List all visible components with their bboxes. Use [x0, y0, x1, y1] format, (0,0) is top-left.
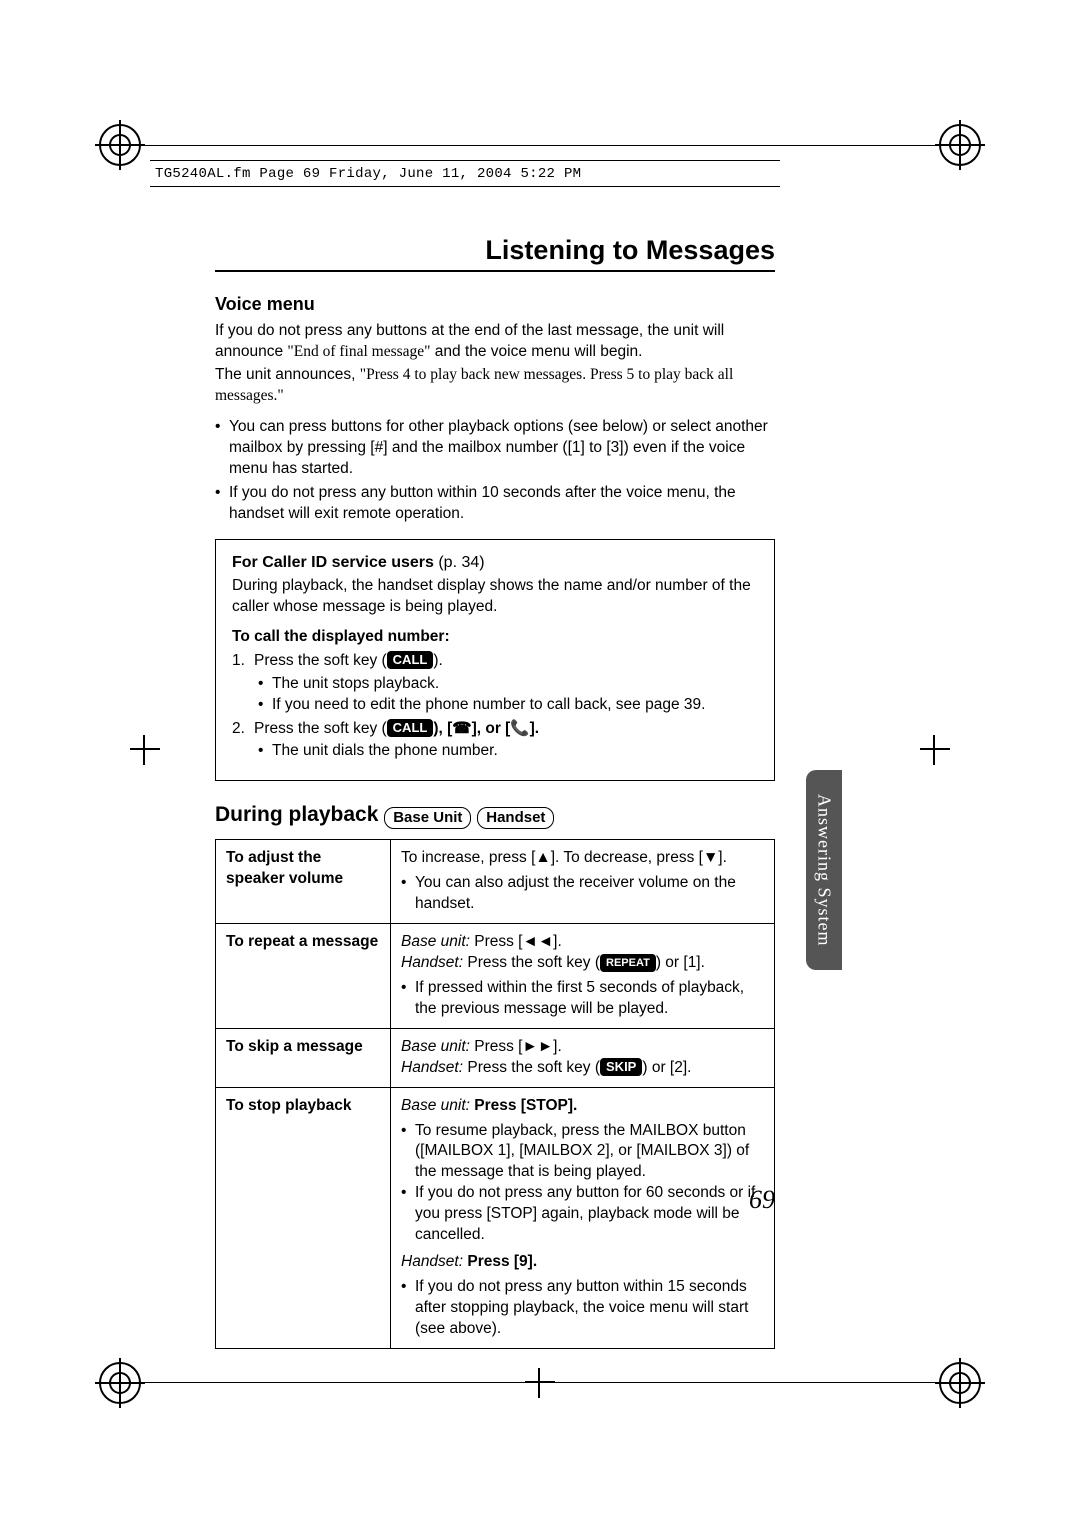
page-title: Listening to Messages	[215, 235, 775, 272]
step: Press the soft key (CALL), [☎], or [📞]. …	[232, 718, 758, 763]
crop-line	[115, 145, 965, 146]
cross-mark-icon	[130, 735, 160, 765]
table-row: To skip a message Base unit: Press [►►].…	[216, 1028, 775, 1087]
step: Press the soft key (CALL). The unit stop…	[232, 650, 758, 716]
row-label: To skip a message	[216, 1028, 391, 1087]
text: (p. 34)	[434, 554, 485, 571]
row-label: To stop playback	[216, 1087, 391, 1348]
text: To increase, press [▲]. To decrease, pre…	[401, 849, 727, 866]
text: Press [◄◄].	[470, 933, 562, 950]
row-value: Base unit: Press [STOP]. To resume playb…	[391, 1087, 775, 1348]
bullet: You can also adjust the receiver volume …	[401, 873, 764, 915]
header-rule	[150, 160, 780, 161]
header-text: TG5240AL.fm Page 69 Friday, June 11, 200…	[155, 166, 581, 182]
sub-bullet: The unit dials the phone number.	[258, 741, 758, 762]
bullet: You can press buttons for other playback…	[215, 417, 775, 480]
text: Base unit:	[401, 1038, 470, 1055]
section-tab-label: Answering System	[814, 794, 835, 947]
sub-bullet: If you need to edit the phone number to …	[258, 695, 758, 716]
text: Handset:	[401, 1059, 463, 1076]
device-pill: Handset	[477, 807, 554, 829]
text-quote: "End of final message"	[287, 343, 430, 360]
caller-id-box: For Caller ID service users (p. 34) Duri…	[215, 539, 775, 781]
softkey-pill: SKIP	[600, 1058, 642, 1076]
voice-menu-bullets: You can press buttons for other playback…	[215, 417, 775, 526]
text: Press the soft key (	[254, 652, 387, 669]
row-value: To increase, press [▲]. To decrease, pre…	[391, 840, 775, 924]
voice-menu-body: If you do not press any buttons at the e…	[215, 321, 775, 407]
row-value: Base unit: Press [◄◄]. Handset: Press th…	[391, 924, 775, 1029]
page-number: 69	[749, 1185, 775, 1215]
text: Press the soft key (	[463, 954, 600, 971]
row-label: To repeat a message	[216, 924, 391, 1029]
section-tab: Answering System	[806, 770, 842, 970]
text: ).	[433, 652, 442, 669]
bullet: To resume playback, press the MAILBOX bu…	[401, 1121, 764, 1184]
softkey-pill: REPEAT	[600, 954, 656, 972]
caller-id-heading: For Caller ID service users (p. 34)	[232, 554, 758, 572]
text: ), [☎], or [📞].	[433, 720, 539, 737]
softkey-pill: CALL	[387, 719, 434, 737]
text: Handset:	[401, 1253, 463, 1270]
page: TG5240AL.fm Page 69 Friday, June 11, 200…	[0, 0, 1080, 1528]
text: ) or [1].	[656, 954, 705, 971]
cross-mark-icon	[525, 1368, 555, 1398]
table-row: To adjust the speaker volume To increase…	[216, 840, 775, 924]
table-row: To stop playback Base unit: Press [STOP]…	[216, 1087, 775, 1348]
text: Base unit:	[401, 1097, 470, 1114]
text: Handset:	[401, 954, 463, 971]
bullet: If you do not press any button within 10…	[215, 483, 775, 525]
caller-id-subheading: To call the displayed number:	[232, 628, 758, 646]
device-pill: Base Unit	[384, 807, 471, 829]
softkey-pill: CALL	[387, 651, 434, 669]
caller-id-body: During playback, the handset display sho…	[232, 576, 758, 618]
text: Press the soft key (	[463, 1059, 600, 1076]
playback-table: To adjust the speaker volume To increase…	[215, 839, 775, 1348]
text: Press [STOP].	[470, 1097, 577, 1114]
text: Press the soft key (	[254, 720, 387, 737]
text: For Caller ID service users	[232, 554, 434, 571]
text: ) or [2].	[642, 1059, 691, 1076]
voice-menu-heading: Voice menu	[215, 294, 775, 315]
crop-mark-icon	[95, 1358, 145, 1408]
text: The unit announces,	[215, 366, 360, 383]
bullet: If pressed within the first 5 seconds of…	[401, 978, 764, 1020]
row-label: To adjust the speaker volume	[216, 840, 391, 924]
cross-mark-icon	[920, 735, 950, 765]
sub-bullet: The unit stops playback.	[258, 674, 758, 695]
caller-id-steps: Press the soft key (CALL). The unit stop…	[232, 650, 758, 762]
bullet: If you do not press any button within 15…	[401, 1277, 764, 1340]
during-playback-heading: During playback Base Unit Handset	[215, 803, 775, 829]
crop-mark-icon	[935, 1358, 985, 1408]
text: Base unit:	[401, 933, 470, 950]
row-value: Base unit: Press [►►]. Handset: Press th…	[391, 1028, 775, 1087]
table-row: To repeat a message Base unit: Press [◄◄…	[216, 924, 775, 1029]
text: and the voice menu will begin.	[430, 343, 642, 360]
content-area: Listening to Messages Voice menu If you …	[215, 235, 775, 1349]
text: Press [►►].	[470, 1038, 562, 1055]
bullet: If you do not press any button for 60 se…	[401, 1183, 764, 1246]
text: Press [9].	[463, 1253, 537, 1270]
text: During playback	[215, 803, 384, 826]
header-rule	[150, 186, 780, 187]
